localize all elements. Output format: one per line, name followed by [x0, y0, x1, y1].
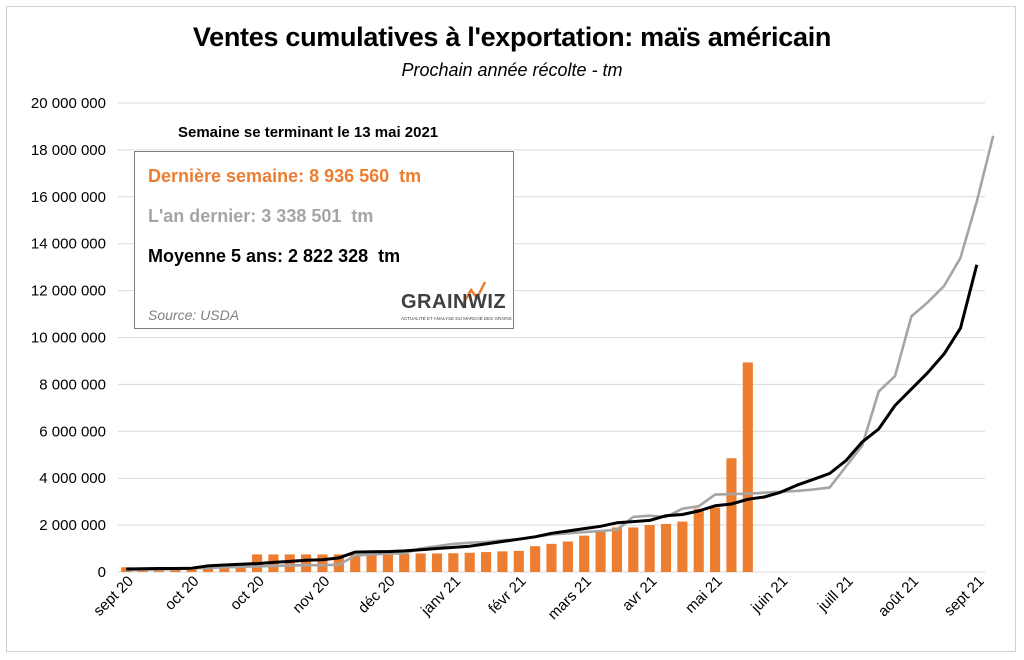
y-tick-label: 12 000 000 — [31, 283, 106, 300]
x-tick-label: janv 21 — [417, 573, 464, 620]
bar — [153, 569, 164, 572]
x-tick-label: mars 21 — [545, 573, 595, 623]
bar — [170, 569, 181, 572]
x-tick-label: août 21 — [875, 573, 922, 620]
x-tick-label: oct 20 — [227, 573, 268, 614]
bar — [284, 554, 295, 572]
x-axis-labels: sept 20 oct 20 oct 20 nov 20 déc 20 janv 21 fé… — [90, 573, 987, 623]
bar — [726, 458, 737, 572]
x-tick-label: févr 21 — [485, 573, 529, 617]
bar — [415, 553, 426, 572]
legend-last-year: L'an dernier: 3 338 501 tm — [148, 206, 374, 226]
bar — [448, 553, 459, 572]
y-tick-label: 0 — [98, 564, 106, 581]
bar — [710, 507, 721, 572]
x-tick-label: juill 21 — [814, 573, 857, 616]
bar — [595, 530, 606, 572]
bar — [644, 525, 655, 572]
legend-last-week: Dernière semaine: 8 936 560 tm — [148, 166, 422, 186]
grainwiz-logo: GRAINWIZ ACTUALITÉ ET ANALYSE DU MARCHÉ … — [401, 280, 513, 326]
y-tick-label: 14 000 000 — [31, 236, 106, 253]
bar — [579, 535, 590, 572]
bar — [399, 553, 410, 572]
bar — [611, 527, 623, 572]
bar — [431, 553, 443, 572]
logo-tagline: ACTUALITÉ ET ANALYSE DU MARCHÉ DES GRAIN… — [401, 316, 512, 321]
chart-subtitle: Prochain année récolte - tm — [401, 60, 623, 80]
x-tick-label: avr 21 — [619, 573, 661, 615]
bar — [186, 568, 197, 572]
legend-box: Dernière semaine: 8 936 560 tm L'an dern… — [134, 151, 514, 329]
bar — [677, 521, 688, 572]
bar — [693, 508, 704, 572]
y-tick-label: 20 000 000 — [31, 95, 106, 112]
bar — [350, 554, 361, 572]
x-tick-label: sept 21 — [941, 573, 988, 620]
bar — [301, 554, 312, 572]
bar — [464, 552, 475, 572]
chart-frame — [6, 6, 1016, 652]
bar — [480, 552, 492, 572]
y-axis-labels: 0 2 000 000 4 000 000 6 000 000 8 000 000 10 … — [31, 95, 106, 581]
y-tick-label: 16 000 000 — [31, 189, 106, 206]
legend-caption: Semaine se terminant le 13 mai 2021 — [178, 124, 439, 141]
line-five-year-average — [126, 264, 979, 571]
bar-series — [121, 362, 753, 572]
bar — [513, 550, 524, 572]
bar — [235, 567, 246, 572]
bar — [202, 568, 214, 572]
legend-five-year-average: Moyenne 5 ans: 2 822 328 tm — [148, 246, 401, 266]
y-tick-label: 2 000 000 — [39, 517, 106, 534]
x-tick-label: juin 21 — [747, 573, 791, 617]
x-tick-label: oct 20 — [162, 573, 203, 614]
logo-chart-icon — [461, 281, 487, 305]
logo-wordmark: GRAINWIZ — [401, 291, 507, 313]
y-tick-label: 8 000 000 — [39, 376, 106, 393]
bar — [742, 362, 753, 572]
bar — [562, 541, 573, 572]
source-note: Source: USDA — [148, 307, 240, 323]
bar — [121, 567, 132, 572]
x-tick-label: déc 20 — [355, 573, 399, 617]
bar — [382, 553, 393, 572]
bar — [219, 568, 230, 572]
bar — [628, 527, 639, 572]
bar — [497, 551, 508, 572]
bar — [660, 523, 672, 572]
bar — [530, 546, 541, 572]
y-tick-label: 10 000 000 — [31, 330, 106, 347]
x-tick-label: mai 21 — [682, 573, 726, 617]
x-tick-label: nov 20 — [289, 573, 333, 617]
line-last-year — [126, 135, 995, 572]
y-tick-label: 4 000 000 — [39, 470, 106, 487]
y-tick-label: 18 000 000 — [31, 142, 106, 159]
bar — [546, 543, 557, 572]
bar — [366, 553, 377, 572]
bar — [317, 554, 328, 572]
chart-title: Ventes cumulatives à l'exportation: maïs… — [192, 22, 832, 52]
y-tick-label: 6 000 000 — [39, 423, 106, 440]
line-series — [126, 135, 995, 572]
